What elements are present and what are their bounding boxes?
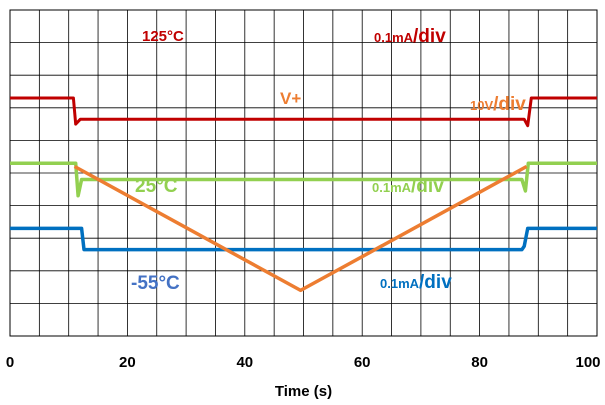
annotation-label-m55c: -55°C bbox=[131, 273, 180, 294]
x-tick-label: 80 bbox=[471, 354, 488, 371]
x-tick-label: 60 bbox=[354, 354, 371, 371]
x-axis-label: Time (s) bbox=[275, 383, 332, 400]
series-line-sm55 bbox=[10, 226, 597, 252]
annotation-scale-25c: 0.1mA/div bbox=[372, 176, 444, 197]
series-layer bbox=[10, 96, 597, 293]
annotation-layer: 125°C 0.1mA/div V+ 10V/div 25°C 0.1mA/div -55°… bbox=[131, 26, 526, 294]
x-tick-labels: 0 20 40 60 80 100 bbox=[6, 354, 601, 371]
x-tick-label: 20 bbox=[119, 354, 136, 371]
series-line-s125 bbox=[10, 96, 597, 128]
x-tick-label: 0 bbox=[6, 354, 14, 371]
plot-area-frame bbox=[9, 9, 598, 337]
x-tick-label: 100 bbox=[575, 354, 600, 371]
series-line-vplus bbox=[73, 164, 528, 293]
annotation-scale-vplus: 10V/div bbox=[470, 94, 526, 115]
annotation-scale-m55c: 0.1mA/div bbox=[380, 272, 452, 293]
annotation-label-25c: 25°C bbox=[135, 176, 178, 197]
grid bbox=[10, 10, 597, 336]
annotation-label-125c: 125°C bbox=[142, 28, 184, 45]
annotation-scale-125c: 0.1mA/div bbox=[374, 26, 446, 47]
annotation-label-vplus: V+ bbox=[280, 89, 301, 108]
x-tick-label: 40 bbox=[236, 354, 253, 371]
